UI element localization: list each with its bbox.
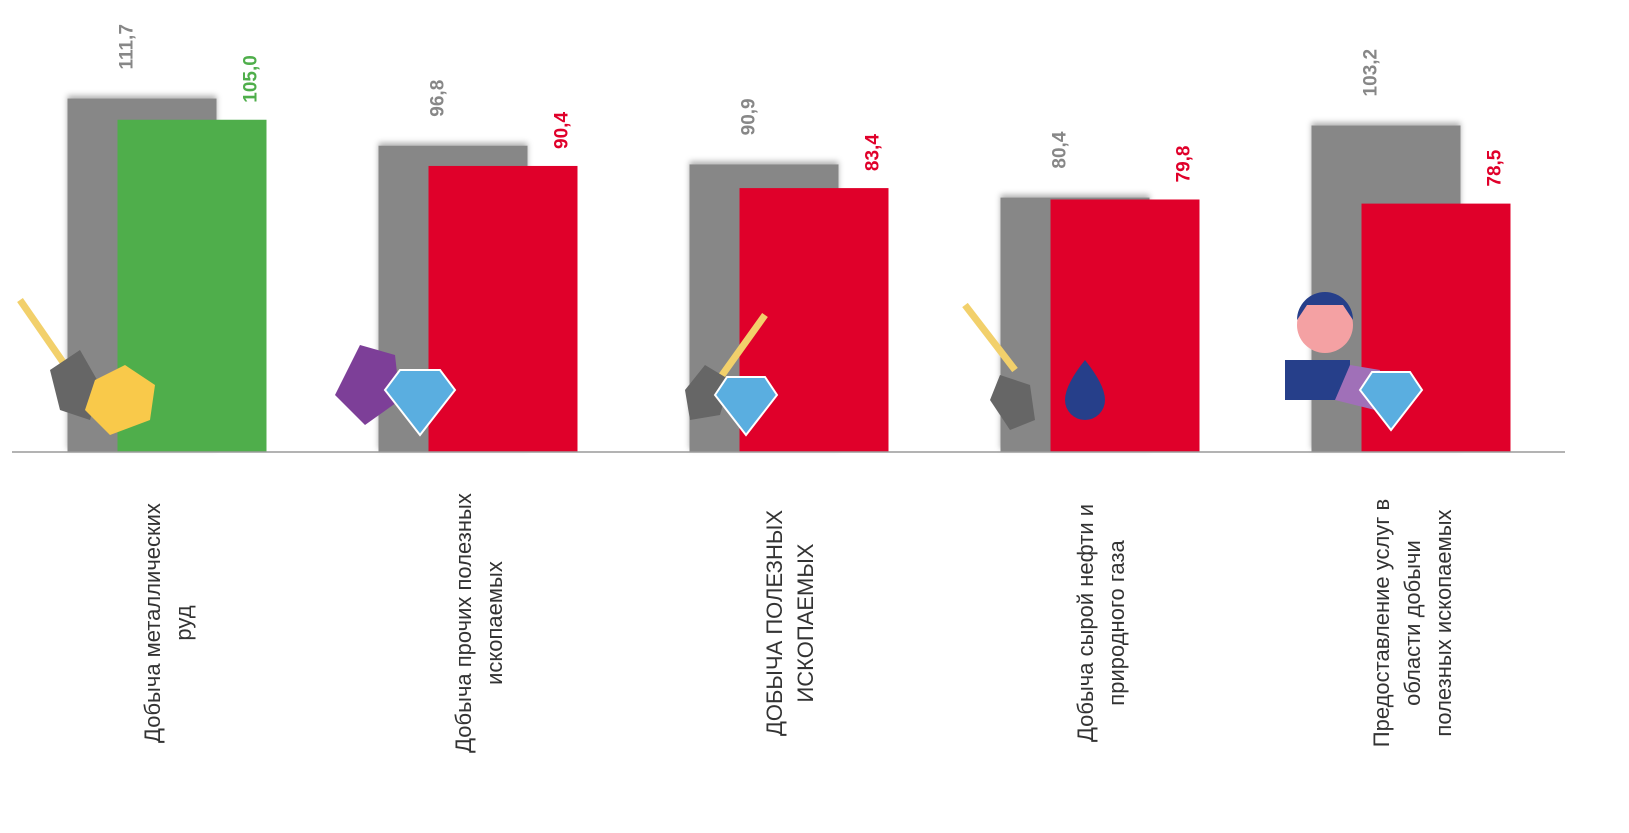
- x-tick-label: Добыча металлических руд: [139, 503, 196, 743]
- value-label: 105,0: [241, 55, 262, 103]
- x-tick-label: Добыча сырой нефти и природного газа: [1072, 503, 1129, 743]
- value-label: 90,9: [739, 98, 760, 135]
- bar: [428, 165, 578, 452]
- value-label: 79,8: [1174, 146, 1195, 183]
- value-label: 96,8: [428, 80, 449, 117]
- icons: [17, 292, 1424, 437]
- value-label: 103,2: [1361, 49, 1382, 97]
- value-label: 80,4: [1050, 131, 1071, 168]
- value-label: 90,4: [552, 112, 573, 149]
- x-tick-label: ДОБЫЧА ПОЛЕЗНЫХ ИСКОПАЕМЫХ: [761, 510, 818, 737]
- x-tick-label: Добыча прочих полезных ископаемых: [450, 493, 507, 753]
- value-label: 83,4: [863, 134, 884, 171]
- value-label: 78,5: [1485, 149, 1506, 186]
- value-label: 111,7: [117, 24, 138, 69]
- x-tick-label: Предоставление услуг в области добычи по…: [1368, 498, 1455, 748]
